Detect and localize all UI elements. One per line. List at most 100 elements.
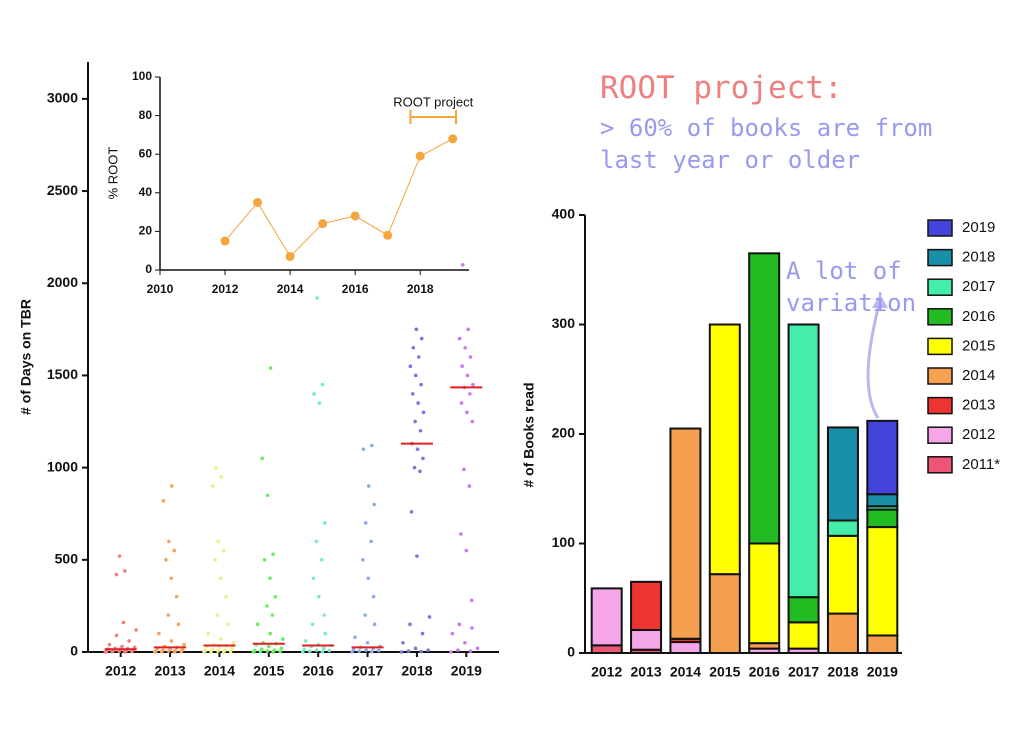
point — [253, 648, 257, 653]
point — [321, 646, 326, 651]
point — [174, 594, 179, 599]
bar-segment — [669, 427, 702, 640]
point — [413, 419, 417, 424]
point — [419, 382, 423, 387]
point — [408, 364, 413, 369]
point — [357, 649, 361, 653]
bar-segment — [708, 323, 741, 576]
point — [167, 539, 171, 544]
point — [410, 392, 415, 396]
point — [457, 622, 462, 627]
y-tick-label: 100 — [132, 69, 152, 83]
y-tick-label: 60 — [139, 146, 153, 160]
y-tick-label: 300 — [552, 315, 576, 331]
bracket — [409, 110, 457, 124]
x-tick-label: 2012 — [591, 664, 622, 680]
point — [320, 382, 325, 387]
point — [271, 552, 275, 557]
point — [414, 327, 419, 332]
point — [311, 576, 316, 581]
point — [419, 649, 423, 654]
point — [459, 532, 463, 536]
point — [372, 622, 377, 627]
legend-swatch — [927, 426, 953, 444]
point — [421, 456, 425, 461]
legend-label: 2011* — [962, 456, 1000, 473]
point — [457, 336, 462, 341]
bar-segment — [748, 542, 781, 645]
arrow — [866, 299, 882, 419]
x-tick-label: 2016 — [749, 664, 780, 680]
point — [279, 646, 284, 651]
point — [318, 219, 328, 229]
point — [164, 558, 168, 562]
point — [426, 648, 430, 652]
point — [120, 644, 124, 649]
point — [182, 642, 186, 647]
point — [467, 484, 472, 488]
x-tick-label: 2010 — [147, 282, 174, 296]
point — [303, 639, 308, 643]
x-tick-label: 2018 — [827, 664, 858, 680]
point — [265, 649, 270, 653]
point — [172, 548, 177, 553]
point — [260, 647, 264, 652]
point — [369, 649, 374, 654]
point — [157, 631, 161, 636]
legend-swatch — [927, 308, 953, 326]
bar-segment — [826, 534, 859, 615]
x-tick-label: 2015 — [709, 664, 740, 680]
x-tick-label: 2016 — [303, 663, 334, 679]
point — [399, 650, 404, 654]
point — [413, 373, 418, 378]
point — [420, 631, 425, 636]
point — [319, 558, 324, 562]
x-tick-label: 2019 — [451, 663, 482, 679]
bar-segment — [787, 596, 820, 624]
point — [219, 475, 224, 479]
point — [322, 521, 327, 525]
point — [317, 401, 322, 405]
point — [383, 230, 393, 240]
legend-swatch — [927, 396, 953, 415]
point — [456, 648, 460, 652]
y-axis-label: # of Books read — [521, 382, 537, 487]
point — [353, 635, 357, 640]
point — [278, 649, 282, 654]
x-tick-label: 2019 — [867, 664, 898, 680]
y-tick-label: 1500 — [47, 366, 78, 382]
point — [416, 401, 420, 405]
y-tick-label: 40 — [139, 185, 153, 199]
point — [427, 615, 432, 619]
point — [369, 443, 374, 448]
bar-segment — [866, 493, 899, 508]
point — [121, 620, 126, 625]
point — [469, 598, 474, 603]
legend-label: 2014 — [962, 367, 995, 384]
point — [127, 639, 131, 643]
point — [253, 197, 263, 207]
point — [260, 456, 265, 461]
arrow-head — [872, 294, 888, 308]
point — [366, 576, 370, 581]
y-tick-label: 3000 — [47, 90, 78, 106]
point — [180, 647, 185, 652]
point — [226, 622, 230, 627]
y-axis-label: # of Days on TBR — [18, 299, 34, 415]
y-tick-label: 400 — [552, 206, 576, 222]
line — [224, 138, 453, 258]
point — [363, 521, 368, 525]
point — [322, 613, 326, 617]
point — [169, 576, 174, 581]
bar-segment — [866, 634, 899, 654]
point — [211, 484, 215, 488]
y-tick-label: 20 — [139, 224, 153, 238]
legend-label: 2018 — [962, 249, 995, 266]
point — [320, 649, 325, 654]
point — [114, 572, 119, 577]
point — [409, 510, 414, 514]
point — [365, 640, 370, 645]
point — [285, 251, 295, 261]
point — [310, 622, 315, 627]
point — [169, 639, 174, 643]
